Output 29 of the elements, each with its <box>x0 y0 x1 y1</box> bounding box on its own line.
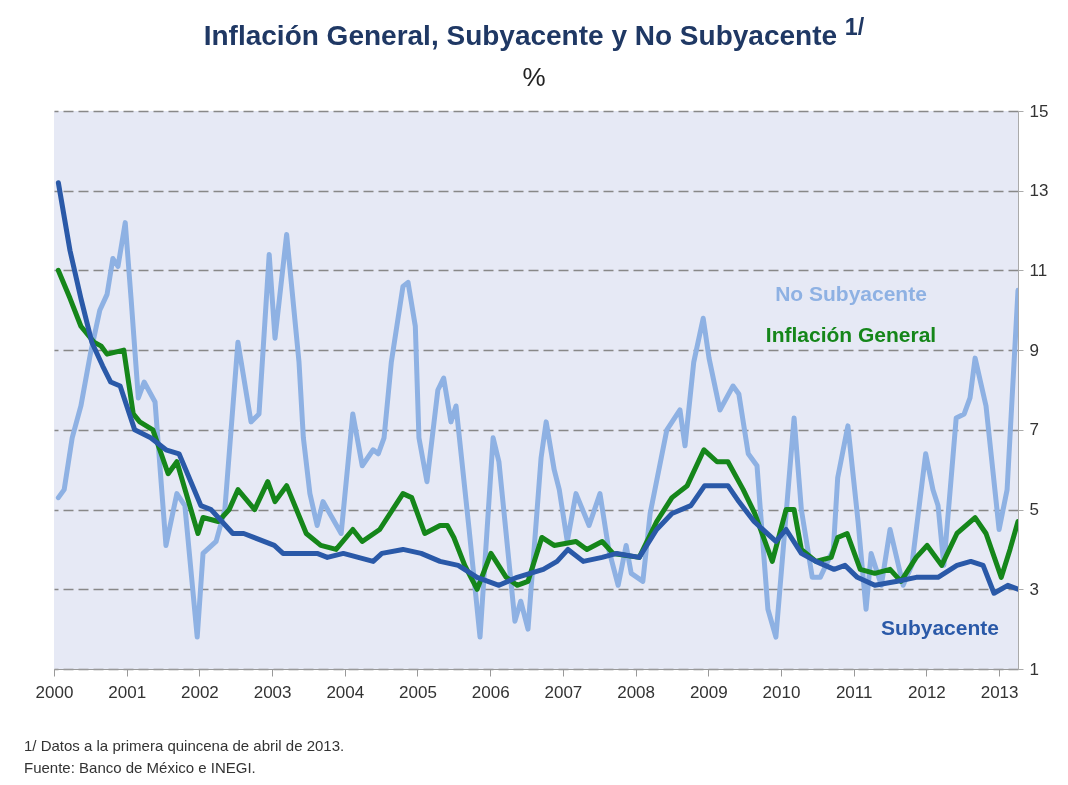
y-tick-label: 7 <box>1029 420 1039 440</box>
y-tick-label: 1 <box>1029 659 1039 679</box>
x-tick-label: 2000 <box>35 682 74 702</box>
x-tick-label: 2012 <box>907 682 946 702</box>
x-tick-label: 2002 <box>180 682 219 702</box>
y-tick-label: 3 <box>1029 579 1039 599</box>
source-note: Fuente: Banco de México e INEGI. <box>24 758 257 778</box>
x-tick-label: 2001 <box>108 682 147 702</box>
series-label: Subyacente <box>881 616 999 639</box>
x-tick-label: 2011 <box>835 682 873 702</box>
y-tick-label: 5 <box>1029 500 1039 520</box>
text: No Subyacente <box>775 282 927 305</box>
y-tick-label: 9 <box>1029 340 1039 360</box>
y-tick-label: 13 <box>1029 181 1049 201</box>
x-tick-label: 2010 <box>762 682 801 702</box>
y-tick-label: 11 <box>1029 260 1048 280</box>
x-tick-label: 2006 <box>471 682 510 702</box>
x-tick-label: 2009 <box>689 682 728 702</box>
y-tick-label: 15 <box>1029 101 1049 121</box>
x-tick-label: 2013 <box>980 682 1019 702</box>
chart-subtitle: % <box>521 62 547 93</box>
text: Inflación General <box>765 323 937 346</box>
chart-title: Inflación General, Subyacente y No Subyacente $^{1/}$ <box>202 14 866 53</box>
text: 1/ Datos a la primera quincena de abril de 2013. <box>24 736 345 756</box>
x-tick-label: 2007 <box>544 682 583 702</box>
x-tick-label: 2005 <box>399 682 437 702</box>
x-tick-label: 2008 <box>617 682 656 702</box>
x-tick-label: 2003 <box>253 682 292 702</box>
x-tick-label: 2004 <box>326 682 365 702</box>
